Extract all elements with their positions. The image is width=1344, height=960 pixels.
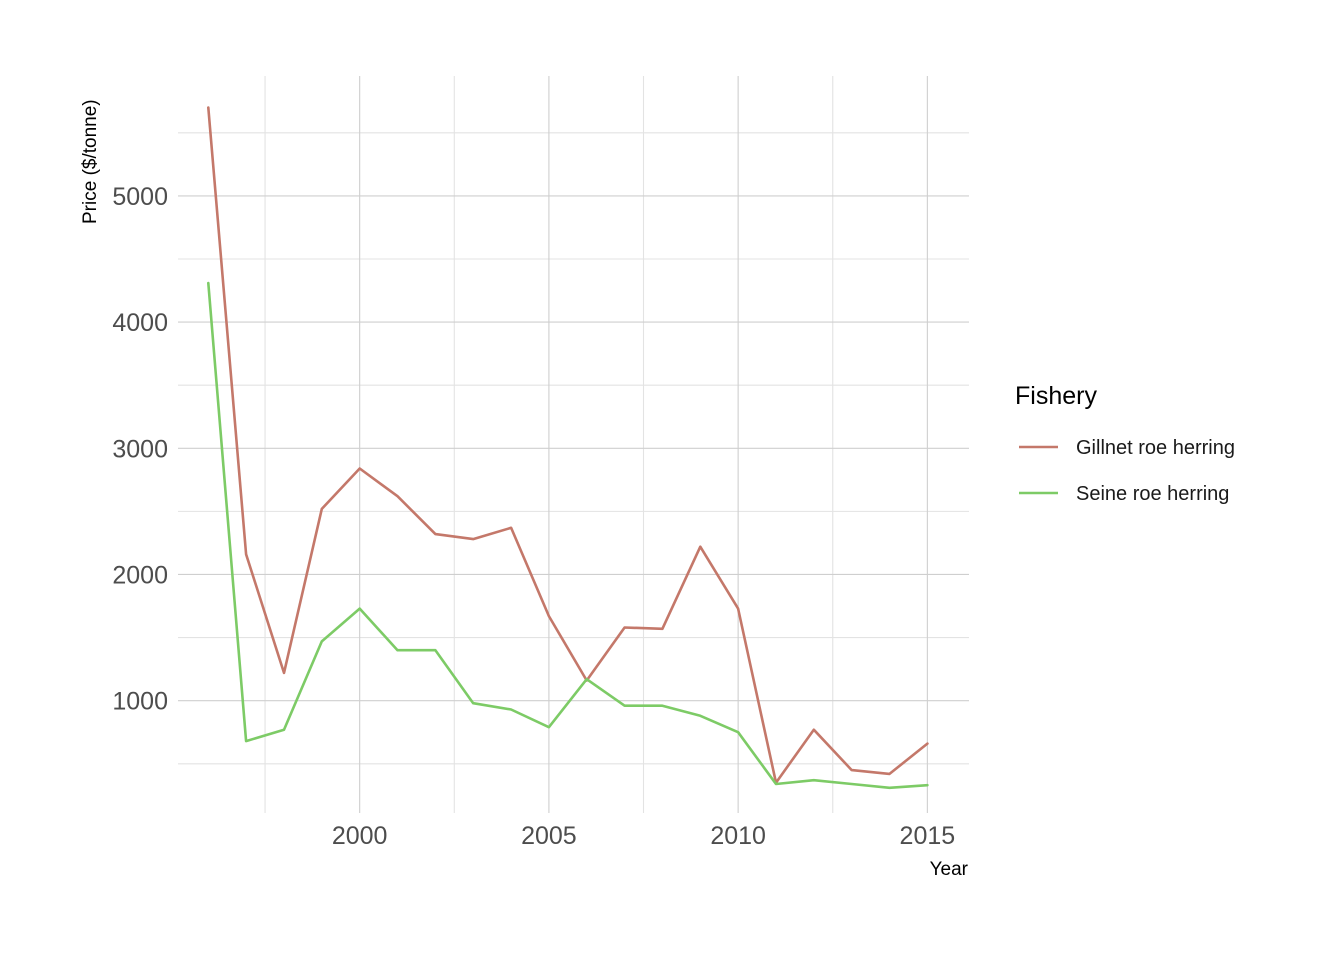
x-tick-labels: 2000 2005 2010 2015 bbox=[332, 822, 955, 850]
legend-label: Gillnet roe herring bbox=[1076, 437, 1235, 459]
x-tick-label: 2000 bbox=[332, 822, 388, 850]
y-tick-label: 1000 bbox=[112, 688, 168, 716]
legend-label: Seine roe herring bbox=[1076, 483, 1229, 505]
y-tick-label: 5000 bbox=[112, 183, 168, 211]
grid-lines bbox=[178, 76, 969, 813]
y-tick-label: 3000 bbox=[112, 435, 168, 463]
legend-title: Fishery bbox=[1015, 382, 1097, 410]
legend: Fishery Gillnet roe herring Seine roe her… bbox=[1015, 382, 1235, 505]
x-tick-label: 2015 bbox=[900, 822, 956, 850]
series-line-gillnet-roe-herring bbox=[207, 106, 929, 785]
y-axis-title: Price ($/tonne) bbox=[80, 99, 101, 224]
legend-items: Gillnet roe herring Seine roe herring bbox=[1019, 437, 1235, 505]
series-lines bbox=[207, 106, 929, 790]
x-tick-label: 2010 bbox=[710, 822, 766, 850]
x-axis-title: Year bbox=[930, 859, 969, 880]
series-line-seine-roe-herring bbox=[207, 281, 929, 790]
y-tick-labels: 1000 2000 3000 4000 5000 bbox=[112, 183, 168, 716]
y-tick-label: 4000 bbox=[112, 309, 168, 337]
y-tick-label: 2000 bbox=[112, 561, 168, 589]
x-tick-label: 2005 bbox=[521, 822, 577, 850]
